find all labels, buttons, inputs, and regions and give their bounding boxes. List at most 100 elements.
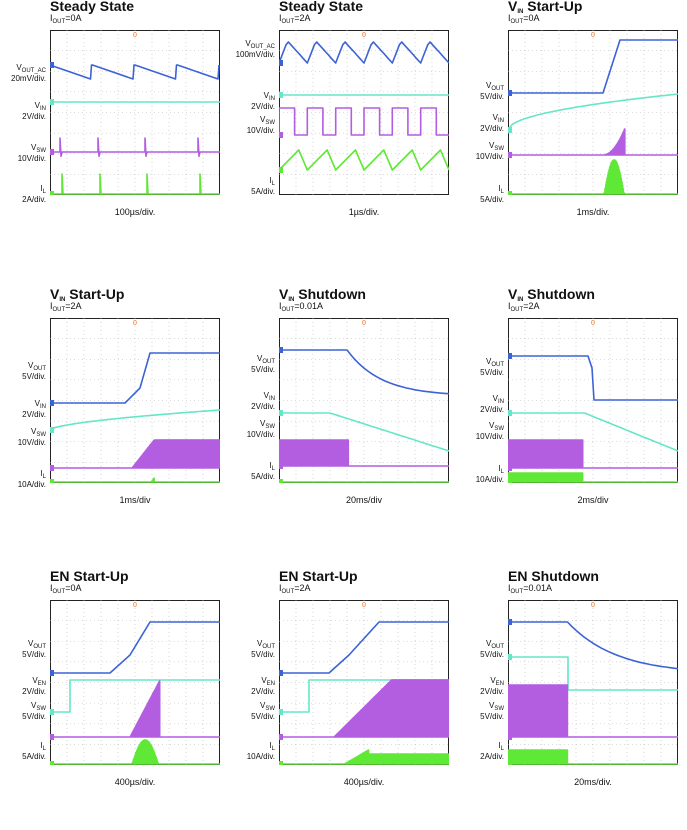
channel-label: VOUT 5V/div.	[480, 357, 504, 377]
trigger-marker: 0	[133, 32, 137, 39]
channel-marker	[50, 670, 54, 676]
vin-trace	[50, 679, 220, 713]
scope-panel: EN Shutdown IOUT=0.01A VOUT 5V/div. VEN 2V/di…	[458, 568, 687, 830]
time-scale-label: 20ms/div	[345, 495, 382, 505]
channel-marker	[508, 654, 512, 660]
channel-marker	[279, 761, 283, 765]
channel-label: VSW 10V/div.	[17, 427, 46, 447]
scope-screen: 0	[279, 600, 449, 765]
vsw-trace	[279, 107, 449, 136]
channel-marker	[279, 670, 283, 676]
panel-title: VIN Start-Up	[508, 0, 583, 15]
time-scale-label: 400µs/div.	[114, 777, 156, 787]
panel-subtitle: IOUT=0A	[50, 583, 82, 595]
channel-marker	[508, 465, 512, 471]
channel-marker	[508, 127, 512, 133]
vsw-trace	[508, 128, 678, 156]
channel-marker	[50, 400, 54, 406]
scope-screen: 0	[50, 600, 220, 765]
vsw-trace	[279, 679, 449, 738]
scope-screen: 0	[508, 600, 678, 765]
channel-marker	[50, 62, 54, 68]
channel-marker	[508, 191, 512, 195]
vsw-trace	[508, 684, 678, 738]
channel-marker	[279, 347, 283, 353]
panel-subtitle: IOUT=0.01A	[279, 301, 323, 313]
channel-label: IL 2A/div.	[22, 184, 46, 204]
panel-subtitle: IOUT=0A	[508, 13, 540, 25]
scope-screen: 0	[279, 318, 449, 483]
channel-label: VSW 10V/div.	[246, 115, 275, 135]
scope-panel: VIN Shutdown IOUT=2A VOUT 5V/div. VIN 2V/div.…	[458, 286, 687, 548]
scope-panel: EN Start-Up IOUT=0A VOUT 5V/div. VEN 2V/div. V…	[0, 568, 229, 830]
channel-label: VIN 2V/div.	[22, 101, 46, 121]
trigger-marker: 0	[591, 32, 595, 39]
channel-marker	[279, 479, 283, 483]
channel-marker	[50, 465, 54, 471]
time-scale-label: 400µs/div.	[343, 777, 385, 787]
channel-label: IL 5A/div.	[251, 176, 275, 196]
panel-title: VIN Shutdown	[279, 286, 366, 303]
channel-label: VOUT 5V/div.	[251, 354, 275, 374]
scope-panel: Steady State IOUT=2A VOUT_AC 100mV/div. VIN 2…	[229, 0, 458, 260]
channel-marker	[50, 99, 54, 105]
channel-label: VIN 2V/div.	[480, 113, 504, 133]
channel-label: VOUT 5V/div.	[251, 639, 275, 659]
channel-label: VOUT_AC 20mV/div.	[11, 63, 46, 83]
vout-trace	[50, 64, 220, 80]
channel-marker	[50, 734, 54, 740]
panel-title: EN Start-Up	[50, 568, 129, 584]
scope-panel: Steady State IOUT=0A VOUT_AC 20mV/div. VIN 2V…	[0, 0, 229, 260]
channel-marker	[50, 427, 54, 433]
vin-trace	[279, 679, 449, 713]
vsw-trace	[50, 439, 220, 469]
channel-marker	[279, 410, 283, 416]
channel-marker	[508, 152, 512, 158]
il-trace	[279, 149, 449, 171]
channel-label: IL 2A/div.	[480, 741, 504, 761]
scope-screen: 0	[508, 318, 678, 483]
vout-trace	[279, 349, 449, 395]
il-trace	[279, 749, 449, 765]
channel-marker	[50, 149, 54, 155]
vsw-trace	[279, 439, 449, 467]
channel-label: VSW 10V/div.	[475, 141, 504, 161]
panel-title: EN Start-Up	[279, 568, 358, 584]
channel-marker	[279, 709, 283, 715]
time-scale-label: 100µs/div.	[114, 207, 156, 217]
channel-label: VSW 5V/div.	[251, 701, 275, 721]
channel-marker	[508, 479, 512, 483]
scope-panel: VIN Shutdown IOUT=0.01A VOUT 5V/div. VIN 2V/d…	[229, 286, 458, 548]
channel-marker	[508, 761, 512, 765]
channel-label: IL 10A/div.	[475, 464, 504, 484]
channel-marker	[50, 761, 54, 765]
channel-label: IL 5A/div.	[251, 461, 275, 481]
panel-subtitle: IOUT=2A	[508, 301, 540, 313]
channel-label: VEN 2V/div.	[22, 676, 46, 696]
vout-trace	[508, 621, 678, 670]
channel-label: IL 5A/div.	[480, 184, 504, 204]
scope-screen: 0	[279, 30, 449, 195]
il-trace	[50, 739, 220, 765]
time-scale-label: 1ms/div	[119, 495, 151, 505]
time-scale-label: 20ms/div.	[574, 777, 612, 787]
channel-marker	[279, 132, 283, 138]
vin-trace	[508, 412, 678, 452]
trigger-marker: 0	[362, 602, 366, 609]
channel-marker	[508, 410, 512, 416]
channel-marker	[279, 167, 283, 173]
panel-title: VIN Start-Up	[50, 286, 125, 303]
channel-label: IL 10A/div.	[246, 741, 275, 761]
channel-label: VSW 5V/div.	[480, 701, 504, 721]
il-trace	[508, 159, 678, 195]
vout-trace	[50, 621, 220, 674]
scope-screen: 0	[50, 30, 220, 195]
trigger-marker: 0	[591, 320, 595, 327]
channel-label: VOUT 5V/div.	[480, 81, 504, 101]
panel-subtitle: IOUT=2A	[50, 301, 82, 313]
channel-label: VOUT 5V/div.	[480, 639, 504, 659]
time-scale-label: 1ms/div.	[576, 207, 610, 217]
panel-subtitle: IOUT=0A	[50, 13, 82, 25]
vin-trace	[50, 409, 220, 431]
scope-panel: VIN Start-Up IOUT=0A VOUT 5V/div. VIN 2V/div.…	[458, 0, 687, 260]
